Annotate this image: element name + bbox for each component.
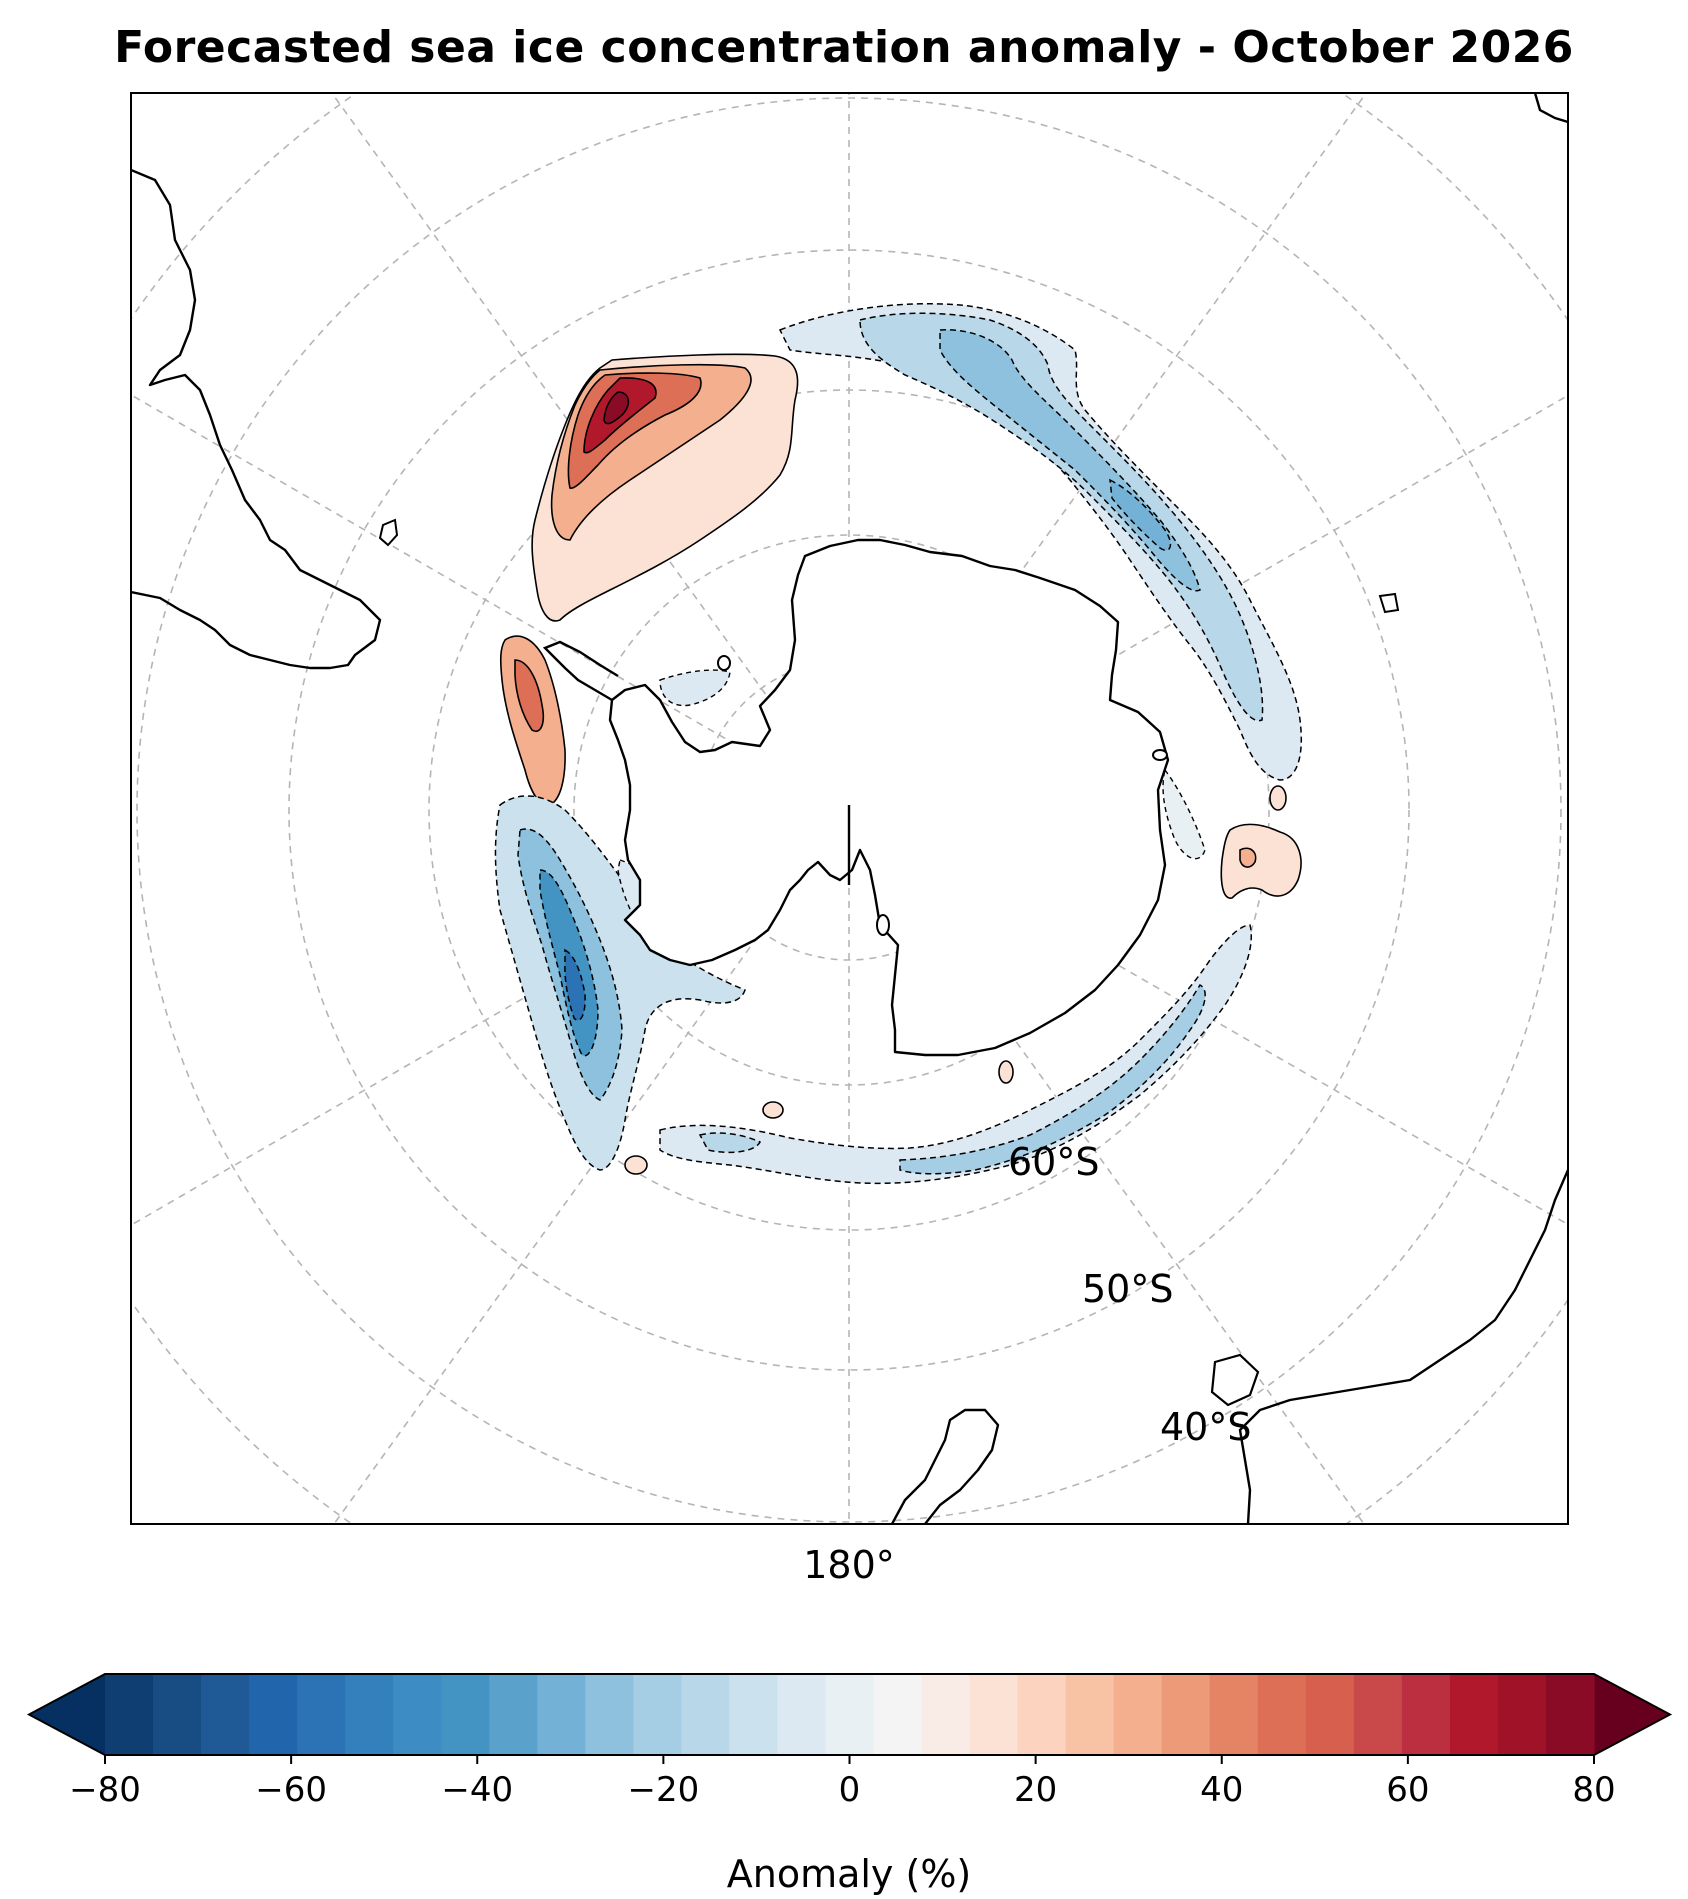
colorbar-swatch — [585, 1674, 634, 1755]
colorbar-tick-label: −40 — [441, 1770, 513, 1810]
colorbar-swatch — [873, 1674, 923, 1755]
colorbar-label: Anomaly (%) — [727, 1852, 972, 1896]
colorbar-swatch — [1353, 1674, 1403, 1755]
colorbar-swatch — [537, 1674, 586, 1755]
map-title: Forecasted sea ice concentration anomaly… — [114, 22, 1574, 73]
colorbar-swatch — [153, 1674, 202, 1755]
colorbar-swatch — [1257, 1674, 1307, 1755]
colorbar-swatch — [393, 1674, 442, 1755]
coastline-australia — [1238, 1169, 1568, 1524]
coastline-kerguelen — [1378, 592, 1400, 614]
colorbar-extend-min — [29, 1674, 105, 1755]
label-parallel-60s: 60°S — [1008, 1140, 1099, 1184]
coastline-antarctica — [608, 538, 1170, 1057]
colorbar-swatch — [729, 1674, 779, 1755]
coastline-falklands — [378, 518, 399, 547]
coastline-peninsula — [542, 640, 619, 702]
anomaly-weddell-positive — [531, 353, 799, 622]
colorbar-swatch — [345, 1674, 394, 1755]
map-frame — [130, 92, 1569, 1525]
colorbar-swatch — [201, 1674, 250, 1755]
colorbar-swatch — [1401, 1674, 1451, 1755]
colorbar-swatch — [1545, 1674, 1595, 1755]
meridian-30e — [848, 93, 1368, 811]
colorbar-tick-label: 40 — [1200, 1770, 1243, 1810]
colorbar: −80 −60 −40 −20 0 20 40 60 80 — [26, 1673, 1673, 1810]
anomaly-east-negative — [778, 303, 1302, 781]
colorbar-swatch — [777, 1674, 827, 1755]
meridian-150e — [848, 809, 1366, 1524]
coastline-new-zealand — [890, 1408, 1000, 1524]
label-parallel-40s: 40°S — [1160, 1405, 1251, 1449]
parallel-55s — [288, 249, 1410, 1371]
colorbar-swatch — [1497, 1674, 1547, 1755]
colorbar-swatch — [969, 1674, 1019, 1755]
colorbar-tick-label: 60 — [1386, 1770, 1429, 1810]
meridian-30w — [330, 93, 850, 811]
colorbar-tick-label: −60 — [255, 1770, 327, 1810]
colorbar-swatch — [489, 1674, 538, 1755]
colorbar-swatch — [249, 1674, 298, 1755]
colorbar-swatch — [921, 1674, 971, 1755]
colorbar-tick-label: 80 — [1572, 1770, 1615, 1810]
coastline-africa-tip — [1533, 93, 1568, 124]
colorbar-swatch — [633, 1674, 682, 1755]
colorbar-swatch — [441, 1674, 490, 1755]
coastline-tasmania — [1210, 1353, 1260, 1407]
anomaly-south-negative — [659, 924, 1252, 1185]
colorbar-swatch — [297, 1674, 346, 1755]
colorbar-swatch — [1161, 1674, 1211, 1755]
colorbar-swatch — [1449, 1674, 1499, 1755]
colorbar-swatch — [681, 1674, 731, 1755]
colorbar-tick-label: −20 — [627, 1770, 699, 1810]
colorbar-swatch — [1209, 1674, 1259, 1755]
meridian-60w — [131, 393, 850, 811]
colorbar-swatch — [1113, 1674, 1163, 1755]
meridian-150w — [332, 809, 850, 1524]
colorbar-tick-label: −80 — [69, 1770, 141, 1810]
island-ross — [876, 914, 890, 936]
island-south-orkney — [717, 655, 731, 671]
anomaly-small-positive — [624, 785, 1302, 1175]
colorbar-tick-label: 0 — [839, 1770, 861, 1810]
label-parallel-50s: 50°S — [1082, 1267, 1173, 1311]
anomaly-ross-negative — [494, 795, 746, 1171]
coastline-south-america — [131, 168, 382, 670]
parallel-50s — [136, 97, 1562, 1523]
colorbar-swatch — [1017, 1674, 1067, 1755]
colorbar-swatch — [1305, 1674, 1355, 1755]
label-meridian-180: 180° — [803, 1543, 895, 1587]
colorbar-swatch — [1065, 1674, 1115, 1755]
colorbar-tick-label: 20 — [1014, 1770, 1057, 1810]
colorbar-swatch — [105, 1674, 154, 1755]
colorbar-extend-max — [1594, 1674, 1670, 1755]
colorbar-swatch — [825, 1674, 875, 1755]
island-heard — [1152, 749, 1168, 761]
